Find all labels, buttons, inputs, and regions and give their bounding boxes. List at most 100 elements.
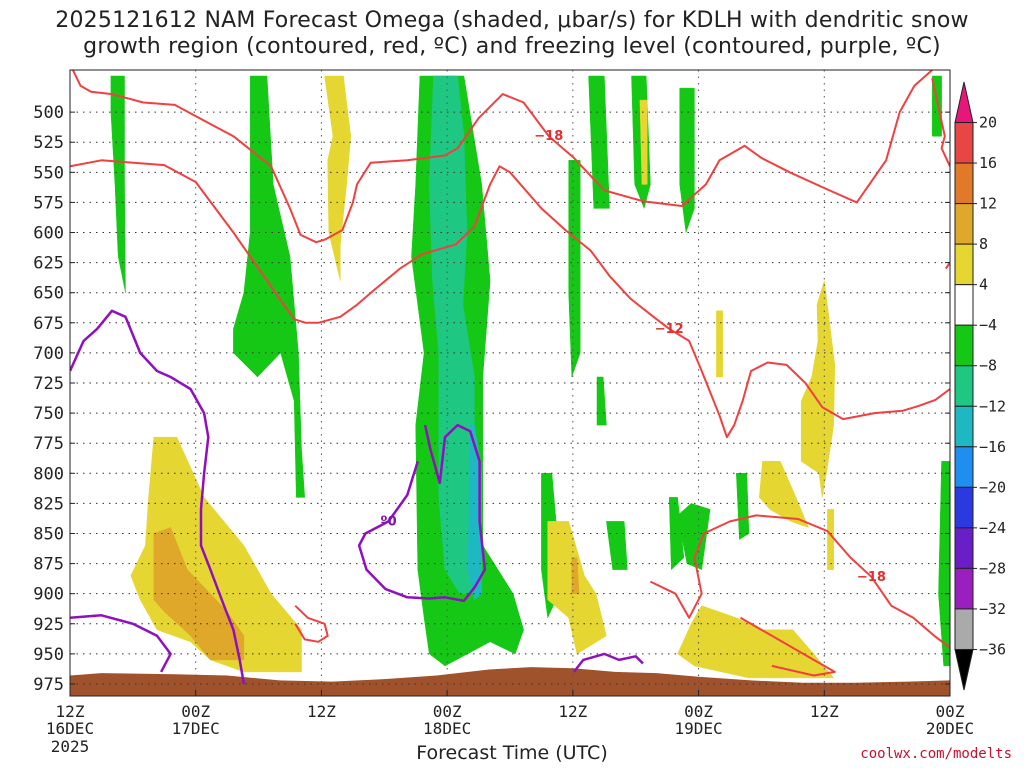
chart-title: 2025121612 NAM Forecast Omega (shaded, μ… bbox=[0, 8, 1024, 60]
y-tick-label-500: 500 bbox=[33, 103, 64, 123]
omega-colorbar: 20 16 12 8 4 −4 −8 −12 −16 −20 −24 −28 −32 −36 bbox=[954, 81, 1006, 691]
y-tick-label-875: 875 bbox=[33, 555, 64, 575]
red-contour-3 bbox=[944, 262, 950, 270]
y-tick-label-750: 750 bbox=[33, 404, 64, 424]
colorbar-label-2: 12 bbox=[979, 195, 997, 213]
x-tick-label-7: 00Z bbox=[936, 702, 965, 721]
colorbar-bin-3 bbox=[954, 203, 974, 245]
red-contour-1 bbox=[70, 159, 950, 439]
x-tick-label-4: 12Z bbox=[558, 702, 587, 721]
y-tick-label-800: 800 bbox=[33, 464, 64, 484]
y-axis-ticks: 500 525 550 575 600 625 650 675 700 725 750 775 800 8… bbox=[33, 103, 950, 695]
purple-contour-1 bbox=[357, 423, 487, 603]
omega-region-7 bbox=[588, 75, 610, 209]
colorbar-label-3: 8 bbox=[979, 235, 988, 253]
omega-region-20 bbox=[153, 527, 245, 661]
x-tick-label-2: 12Z bbox=[307, 702, 336, 721]
terrain-fill bbox=[70, 667, 950, 696]
omega-region-11 bbox=[606, 521, 628, 570]
colorbar-label-13: −36 bbox=[979, 640, 1006, 658]
omega-region-4 bbox=[467, 424, 482, 601]
colorbar-bin-9 bbox=[954, 446, 974, 488]
omega-region-22 bbox=[571, 557, 580, 594]
y-tick-label-600: 600 bbox=[33, 224, 64, 244]
colorbar-label-6: −8 bbox=[979, 357, 997, 375]
colorbar-bin-8 bbox=[954, 405, 974, 448]
title-line-2: growth region (contoured, red, ºC) and f… bbox=[83, 34, 941, 59]
x-axis-label: Forecast Time (UTC) bbox=[416, 742, 608, 764]
y-tick-label-700: 700 bbox=[33, 344, 64, 364]
red-contour-4 bbox=[294, 604, 329, 643]
y-tick-label-725: 725 bbox=[33, 374, 64, 394]
colorbar-label-1: 16 bbox=[979, 154, 997, 172]
colorbar-bin-6 bbox=[954, 324, 974, 367]
red-contour-6 bbox=[649, 533, 705, 619]
colorbar-bin-10 bbox=[954, 486, 974, 529]
omega-region-27 bbox=[827, 509, 834, 570]
colorbar-label-0: 20 bbox=[979, 114, 997, 132]
omega-region-14 bbox=[736, 473, 750, 540]
x-tick-label-3: 00Z bbox=[433, 702, 462, 721]
purple-contour-3 bbox=[572, 652, 644, 673]
omega-region-6 bbox=[568, 160, 581, 378]
colorbar-bin-11 bbox=[954, 527, 974, 569]
purple-contour-2 bbox=[70, 614, 172, 673]
y-tick-label-650: 650 bbox=[33, 284, 64, 304]
x-tick-date-3: 18DEC bbox=[423, 719, 471, 738]
colorbar-top-triangle bbox=[954, 81, 974, 124]
colorbar-bin-7 bbox=[954, 365, 974, 407]
y-tick-label-925: 925 bbox=[33, 615, 64, 635]
purple-contour-0 bbox=[70, 309, 246, 685]
colorbar-bin-12 bbox=[954, 567, 974, 610]
omega-region-10 bbox=[596, 376, 607, 426]
colorbar-label-8: −16 bbox=[979, 438, 1006, 456]
colorbar-label-11: −28 bbox=[979, 559, 1006, 577]
colorbar-bin-5 bbox=[954, 284, 974, 326]
x-tick-date-1: 17DEC bbox=[172, 719, 220, 738]
colorbar-label-4: 4 bbox=[979, 276, 988, 294]
omega-shading bbox=[110, 75, 950, 679]
x-tick-label-6: 12Z bbox=[810, 702, 839, 721]
contour-layer bbox=[70, 70, 950, 685]
omega-region-0 bbox=[110, 75, 126, 293]
x-tick-year-0: 2025 bbox=[51, 737, 90, 756]
omega-region-24 bbox=[716, 310, 723, 378]
omega-region-16 bbox=[938, 461, 950, 667]
y-tick-label-975: 975 bbox=[33, 675, 64, 695]
y-tick-label-950: 950 bbox=[33, 645, 64, 665]
x-tick-label-1: 00Z bbox=[181, 702, 210, 721]
omega-region-13 bbox=[677, 503, 711, 570]
colorbar-label-12: −32 bbox=[979, 600, 1006, 618]
colorbar-label-10: −24 bbox=[979, 519, 1006, 537]
omega-region-25 bbox=[759, 461, 810, 528]
red-contour-label-0: −18 bbox=[534, 129, 563, 144]
colorbar-bin-4 bbox=[954, 243, 974, 286]
red-contour-7 bbox=[740, 616, 836, 677]
red-contour-label-5: −18 bbox=[857, 570, 886, 585]
colorbar-bottom-triangle bbox=[954, 648, 974, 691]
colorbar-label-7: −12 bbox=[979, 397, 1006, 415]
x-tick-date-0: 16DEC bbox=[46, 719, 94, 738]
red-contour-2 bbox=[931, 78, 950, 167]
red-contour-0 bbox=[71, 70, 933, 244]
contour-labels: −18 −12 −18 º0 bbox=[380, 129, 886, 585]
colorbar-bin-2 bbox=[954, 162, 974, 205]
x-tick-date-5: 19DEC bbox=[674, 719, 722, 738]
omega-region-23 bbox=[677, 605, 835, 679]
red-contour-5 bbox=[703, 514, 950, 649]
colorbar-label-9: −20 bbox=[979, 478, 1006, 496]
omega-region-18 bbox=[639, 99, 648, 185]
omega-region-26 bbox=[800, 280, 836, 498]
y-tick-label-525: 525 bbox=[33, 133, 64, 153]
omega-region-12 bbox=[668, 497, 685, 571]
y-tick-label-775: 775 bbox=[33, 434, 64, 454]
y-tick-label-825: 825 bbox=[33, 494, 64, 514]
y-tick-label-675: 675 bbox=[33, 314, 64, 334]
colorbar-label-5: −4 bbox=[979, 316, 997, 334]
red-contour-label-1: −12 bbox=[655, 322, 684, 337]
purple-contour-label-1: º0 bbox=[380, 514, 396, 529]
credit-text: coolwx.com/modelts bbox=[860, 746, 1012, 762]
y-tick-label-625: 625 bbox=[33, 254, 64, 274]
